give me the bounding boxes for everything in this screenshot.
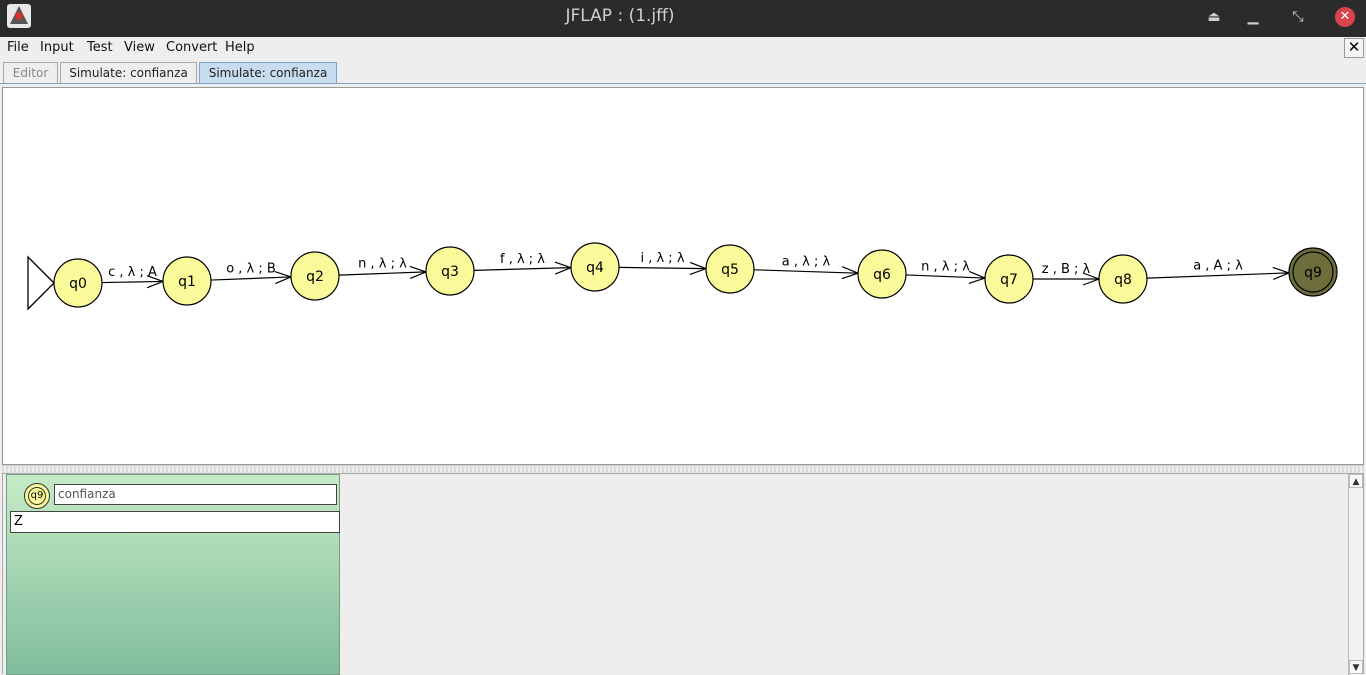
state-q3[interactable] [425,246,475,296]
transition-label[interactable]: o , λ ; B [226,262,276,277]
config-stack: Z [10,511,340,533]
close-window-button[interactable]: ✕ [1335,7,1355,27]
state-q2[interactable] [290,251,340,301]
minimize-button[interactable]: ▁ [1247,9,1259,25]
automaton-canvas[interactable]: c , λ ; A o , λ ; B n , λ ; λ f , λ ; λ i , … [2,87,1364,465]
transition-label[interactable]: a , A ; λ [1193,259,1243,274]
transition-label[interactable]: f , λ ; λ [500,252,545,267]
tab-strip: Editor Simulate: confianza Simulate: con… [0,62,1366,84]
config-state-label: q9 [28,487,46,505]
state-label: q9 [1304,265,1322,281]
initial-state-arrow [27,255,55,311]
state-q7[interactable] [984,254,1034,304]
state-label: q4 [586,260,604,276]
state-label: q0 [69,276,87,292]
state-label: q5 [721,262,739,278]
simulation-pane: q9 confianza Z ▲ ▼ [2,473,1364,675]
state-label: q1 [178,274,196,290]
transition-label[interactable]: z , B ; λ [1042,262,1091,277]
transition-arrow[interactable] [101,280,164,284]
menu-view[interactable]: View [124,40,155,55]
state-label: q6 [873,267,891,283]
state-q4[interactable] [570,242,620,292]
jflap-app-icon [7,4,31,28]
state-q1[interactable] [162,256,212,306]
tab-simulate-2[interactable]: Simulate: confianza [199,62,337,84]
menu-help[interactable]: Help [225,40,255,55]
transition-arrow[interactable] [210,276,292,281]
state-q0[interactable] [53,258,103,308]
configuration-panel[interactable]: q9 confianza Z [6,474,340,675]
tab-simulate-1[interactable]: Simulate: confianza [60,62,197,84]
state-label: q3 [441,264,459,280]
config-state-icon: q9 [24,483,50,509]
state-label: q2 [306,269,324,285]
eject-icon[interactable]: ⏏ [1207,9,1221,25]
split-pane-divider[interactable] [2,465,1364,473]
window-title: JFLAP : (1.jff) [565,6,675,26]
config-input-tape: confianza [54,484,337,505]
state-q6[interactable] [857,249,907,299]
transition-label[interactable]: i , λ ; λ [640,251,684,266]
final-state-ring [1292,251,1334,293]
vertical-scrollbar[interactable]: ▲ ▼ [1348,474,1363,675]
transition-label[interactable]: n , λ ; λ [921,260,970,275]
menu-convert[interactable]: Convert [166,40,218,55]
state-label: q7 [1000,272,1018,288]
menu-input[interactable]: Input [40,40,74,55]
scroll-up-arrow-icon[interactable]: ▲ [1349,474,1363,488]
menu-file[interactable]: File [7,40,29,55]
maximize-button[interactable]: ⤡ [1292,9,1304,25]
transition-arrow[interactable] [618,266,707,270]
state-q8[interactable] [1098,254,1148,304]
transition-arrow[interactable] [905,274,986,279]
menu-bar: File Input Test View Convert Help ✕ [0,37,1366,59]
title-bar: JFLAP : (1.jff) ⏏ ▁ ⤡ ✕ [0,0,1366,37]
scroll-down-arrow-icon[interactable]: ▼ [1349,660,1363,674]
transition-arrow[interactable] [473,267,572,271]
tab-divider [0,83,1366,84]
transition-label[interactable]: n , λ ; λ [358,257,407,272]
transition-arrow[interactable] [753,269,859,274]
tab-editor[interactable]: Editor [3,62,58,84]
state-q9[interactable] [1288,247,1338,297]
state-q5[interactable] [705,244,755,294]
close-tab-button[interactable]: ✕ [1344,38,1364,58]
transition-arrow[interactable] [338,271,427,276]
state-label: q8 [1114,272,1132,288]
transition-label[interactable]: a , λ ; λ [782,255,831,270]
transition-label[interactable]: c , λ ; A [108,265,157,280]
transition-arrow[interactable] [1146,272,1290,279]
automaton-diagram: c , λ ; A o , λ ; B n , λ ; λ f , λ ; λ i , … [27,242,1338,311]
menu-test[interactable]: Test [87,40,113,55]
